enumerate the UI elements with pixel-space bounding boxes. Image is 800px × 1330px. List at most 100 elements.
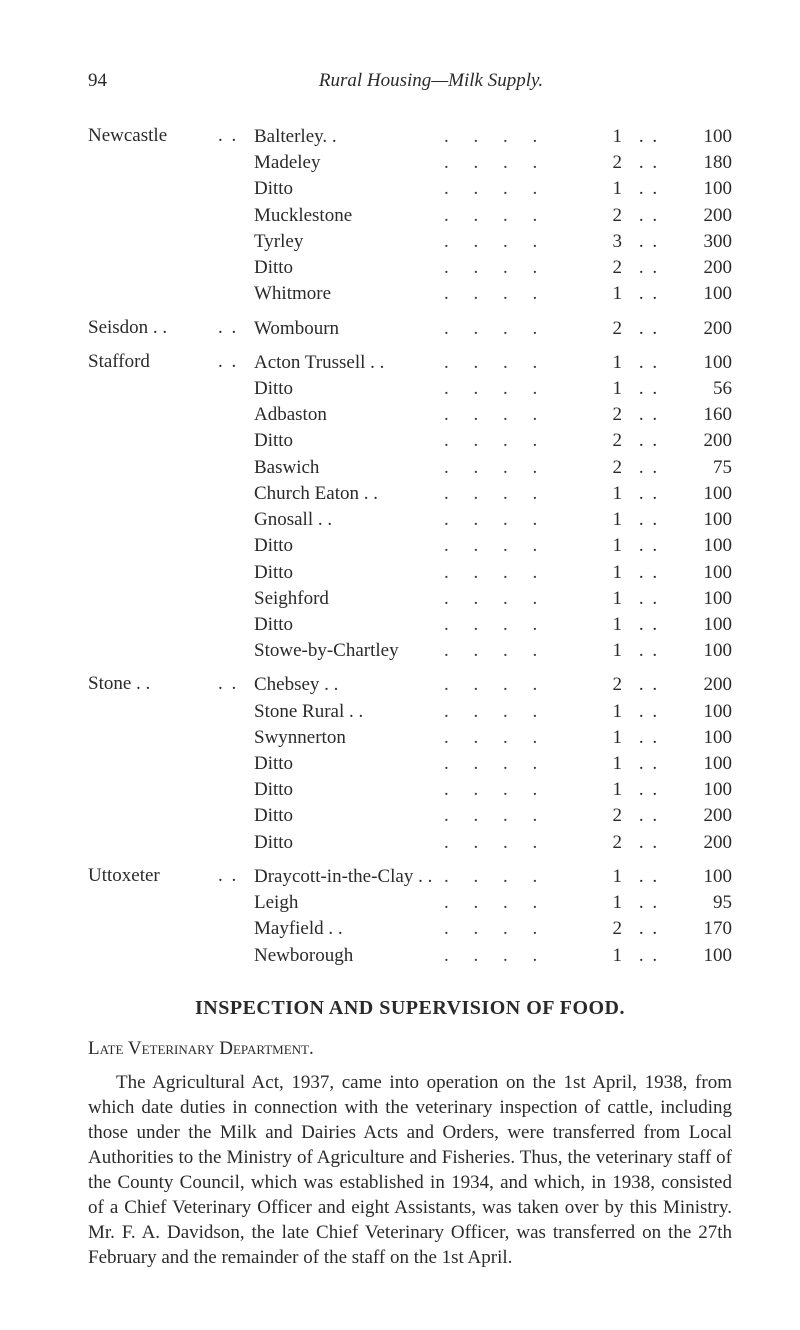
value-a: 3 <box>582 229 622 255</box>
value-a: 2 <box>582 316 622 342</box>
value-b: 160 <box>676 402 732 428</box>
value-a: 1 <box>582 612 622 638</box>
leader-fill: . . . . <box>444 560 582 586</box>
place-cell: Adbaston <box>254 402 444 428</box>
value-a: 2 <box>582 803 622 829</box>
table-row: Ditto. . . .1. .100 <box>254 612 732 638</box>
place-cell: Whitmore <box>254 281 444 307</box>
table-row: Ditto. . . .2. .200 <box>254 803 732 829</box>
place-cell: Ditto <box>254 376 444 402</box>
value-a: 1 <box>582 890 622 916</box>
place-cell: Acton Trussell . . <box>254 350 444 376</box>
table-row: Ditto. . . .2. .200 <box>254 428 732 454</box>
block-gap <box>88 308 732 316</box>
leader-fill: . . . . <box>444 586 582 612</box>
leader-fill: . . . . <box>444 638 582 664</box>
value-b: 100 <box>676 350 732 376</box>
mid-dots: . . <box>622 830 676 856</box>
table-row: Acton Trussell . .. . . .1. .100 <box>254 350 732 376</box>
place-cell: Baswich <box>254 455 444 481</box>
value-a: 2 <box>582 455 622 481</box>
mid-dots: . . <box>622 638 676 664</box>
mid-dots: . . <box>622 281 676 307</box>
leader-fill: . . . . <box>444 943 582 969</box>
value-b: 100 <box>676 586 732 612</box>
district-block: Stone . .. .Chebsey . .. . . .2. .200Sto… <box>88 672 732 856</box>
place-cell: Ditto <box>254 803 444 829</box>
leader-dots: . . <box>218 316 254 339</box>
leader-fill: . . . . <box>444 402 582 428</box>
place-cell: Ditto <box>254 560 444 586</box>
table-row: Whitmore. . . .1. .100 <box>254 281 732 307</box>
leader-fill: . . . . <box>444 428 582 454</box>
value-b: 200 <box>676 316 732 342</box>
value-a: 1 <box>582 777 622 803</box>
table-row: Swynnerton. . . .1. .100 <box>254 725 732 751</box>
value-b: 100 <box>676 777 732 803</box>
place-cell: Draycott-in-the-Clay . . <box>254 864 444 890</box>
mid-dots: . . <box>622 176 676 202</box>
table-row: Ditto. . . .1. .100 <box>254 176 732 202</box>
value-a: 1 <box>582 586 622 612</box>
district-name: Uttoxeter <box>88 864 218 887</box>
value-a: 1 <box>582 281 622 307</box>
rows-container: Chebsey . .. . . .2. .200Stone Rural . .… <box>254 672 732 856</box>
place-cell: Ditto <box>254 533 444 559</box>
mid-dots: . . <box>622 560 676 586</box>
value-b: 100 <box>676 699 732 725</box>
value-a: 2 <box>582 255 622 281</box>
place-cell: Ditto <box>254 751 444 777</box>
leader-fill: . . . . <box>444 281 582 307</box>
value-b: 100 <box>676 725 732 751</box>
mid-dots: . . <box>622 124 676 150</box>
table-row: Ditto. . . .1. .56 <box>254 376 732 402</box>
value-a: 2 <box>582 428 622 454</box>
mid-dots: . . <box>622 229 676 255</box>
place-cell: Madeley <box>254 150 444 176</box>
block-gap <box>88 664 732 672</box>
value-b: 100 <box>676 124 732 150</box>
mid-dots: . . <box>622 150 676 176</box>
mid-dots: . . <box>622 402 676 428</box>
leader-fill: . . . . <box>444 612 582 638</box>
table-row: Madeley. . . .2. .180 <box>254 150 732 176</box>
mid-dots: . . <box>622 376 676 402</box>
leader-fill: . . . . <box>444 533 582 559</box>
district-name: Seisdon . . <box>88 316 218 339</box>
value-a: 1 <box>582 725 622 751</box>
mid-dots: . . <box>622 428 676 454</box>
value-b: 200 <box>676 255 732 281</box>
value-a: 1 <box>582 864 622 890</box>
leader-fill: . . . . <box>444 777 582 803</box>
place-cell: Ditto <box>254 612 444 638</box>
value-a: 1 <box>582 943 622 969</box>
subhead: Late Veterinary Department. <box>88 1038 732 1060</box>
district-name: Newcastle <box>88 124 218 147</box>
mid-dots: . . <box>622 725 676 751</box>
place-cell: Tyrley <box>254 229 444 255</box>
value-a: 1 <box>582 124 622 150</box>
leader-fill: . . . . <box>444 725 582 751</box>
leader-fill: . . . . <box>444 803 582 829</box>
place-cell: Stowe-by-Chartley <box>254 638 444 664</box>
place-cell: Ditto <box>254 428 444 454</box>
district-name: Stone . . <box>88 672 218 695</box>
value-b: 100 <box>676 638 732 664</box>
place-cell: Chebsey . . <box>254 672 444 698</box>
table-row: Chebsey . .. . . .2. .200 <box>254 672 732 698</box>
value-a: 2 <box>582 203 622 229</box>
place-cell: Ditto <box>254 830 444 856</box>
value-a: 2 <box>582 402 622 428</box>
body-paragraph: The Agricultural Act, 1937, came into op… <box>88 1070 732 1271</box>
mid-dots: . . <box>622 203 676 229</box>
mid-dots: . . <box>622 316 676 342</box>
mid-dots: . . <box>622 612 676 638</box>
leader-fill: . . . . <box>444 376 582 402</box>
district-block: Seisdon . .. .Wombourn. . . .2. .200 <box>88 316 732 342</box>
rows-container: Balterley. .. . . .1. .100Madeley. . . .… <box>254 124 732 308</box>
leader-fill: . . . . <box>444 507 582 533</box>
value-a: 1 <box>582 507 622 533</box>
value-b: 200 <box>676 803 732 829</box>
leader-fill: . . . . <box>444 699 582 725</box>
table-row: Ditto. . . .1. .100 <box>254 533 732 559</box>
